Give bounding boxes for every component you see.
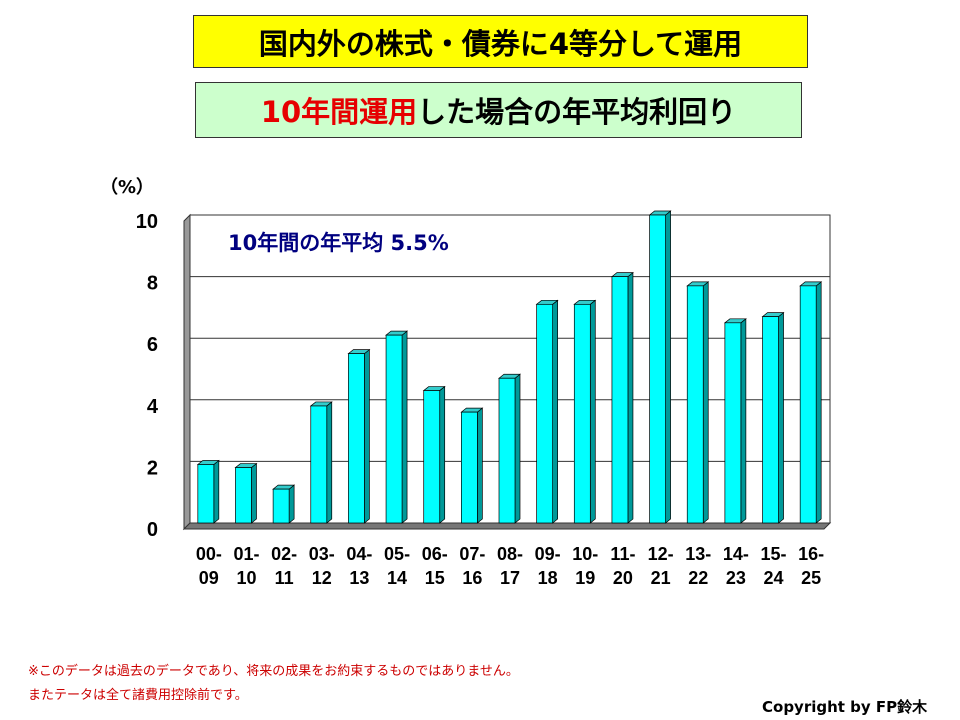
x-tick-label: 01- [233, 544, 259, 564]
x-tick-label: 19 [575, 568, 595, 588]
y-tick-label: 10 [136, 211, 158, 233]
bar-side [627, 271, 634, 524]
x-tick-label: 17 [500, 568, 520, 588]
title-text: 国内外の株式・債券に4等分して運用 [258, 26, 743, 61]
x-tick-label: 02- [271, 544, 297, 564]
y-axis-label: （%） [100, 177, 154, 198]
disclaimer-2: またテータは全て諸費用控除前です。 [28, 688, 248, 703]
x-tick-label: 09- [535, 544, 561, 564]
bar [348, 353, 365, 524]
bar-side [439, 385, 446, 524]
bar [385, 334, 403, 524]
bar-side [213, 459, 220, 524]
bar [686, 285, 704, 524]
x-tick-label: 12 [312, 568, 332, 588]
bar [197, 464, 215, 524]
subtitle-banner: 10年間運用 した場合の年平均利回り [195, 82, 802, 138]
side-wall [183, 213, 191, 531]
bar-side [778, 311, 784, 524]
bar [762, 316, 779, 524]
bar [235, 467, 252, 524]
bar-side [815, 281, 822, 524]
y-tick-label: 4 [147, 396, 159, 418]
bar-side [401, 330, 408, 524]
x-tick-label: 14 [387, 568, 407, 588]
x-tick-label: 25 [801, 568, 821, 588]
bar-side [364, 348, 370, 524]
bar-side [589, 299, 596, 524]
bar [724, 322, 742, 524]
x-tick-label: 13 [349, 568, 369, 588]
bar [272, 488, 290, 524]
bar-side [326, 401, 333, 524]
x-tick-label: 20 [613, 568, 633, 588]
x-tick-label: 14- [723, 544, 749, 564]
y-tick-label: 0 [147, 519, 158, 541]
bar [611, 276, 629, 524]
x-tick-label: 09 [199, 568, 219, 588]
x-tick-label: 21 [651, 568, 671, 588]
bar [461, 411, 478, 524]
y-tick-label: 2 [147, 457, 158, 479]
x-tick-label: 24 [764, 568, 784, 588]
x-tick-label: 16- [798, 544, 824, 564]
bar [310, 405, 328, 524]
x-tick-label: 22 [688, 568, 708, 588]
subtitle-rest: した場合の年平均利回り [417, 95, 737, 129]
bar [573, 303, 591, 524]
x-tick-label: 03- [309, 544, 335, 564]
bar-side [552, 299, 558, 524]
x-tick-label: 13- [685, 544, 711, 564]
subtitle-highlight: 10年間運用 [260, 95, 418, 129]
copyright: Copyright by FP鈴木 [762, 698, 928, 716]
x-tick-label: 11- [610, 544, 635, 564]
bar-side [514, 373, 521, 524]
bar-side [288, 484, 295, 524]
bar-side [740, 318, 747, 524]
bar [536, 303, 553, 524]
bar-side [702, 281, 709, 524]
disclaimer-1: ※このデータは過去のデータであり、将来の成果をお約束するものではありません。 [28, 664, 519, 679]
bar [498, 377, 516, 524]
bar-side [477, 407, 483, 524]
bar-side [665, 210, 671, 524]
x-tick-label: 16 [462, 568, 482, 588]
x-tick-label: 15 [425, 568, 445, 588]
bar-side [251, 462, 257, 524]
chart-annotation: 10年間の年平均 5.5% [228, 231, 449, 255]
bar [799, 285, 817, 524]
bar [423, 390, 441, 524]
x-tick-label: 11 [275, 568, 294, 588]
x-tick-label: 04- [346, 544, 372, 564]
y-tick-label: 6 [147, 334, 158, 356]
x-tick-label: 18 [538, 568, 558, 588]
x-tick-label: 12- [648, 544, 674, 564]
x-tick-label: 06- [422, 544, 448, 564]
x-tick-label: 08- [497, 544, 523, 564]
x-tick-label: 23 [726, 568, 746, 588]
x-tick-label: 10- [572, 544, 598, 564]
floor [182, 522, 832, 530]
x-tick-label: 05- [384, 544, 410, 564]
x-tick-label: 00- [196, 544, 222, 564]
x-tick-label: 10 [236, 568, 256, 588]
y-tick-label: 8 [147, 273, 158, 295]
x-tick-label: 15- [761, 544, 787, 564]
title-banner: 国内外の株式・債券に4等分して運用 [193, 15, 808, 68]
bar [649, 214, 666, 524]
x-tick-label: 07- [459, 544, 485, 564]
